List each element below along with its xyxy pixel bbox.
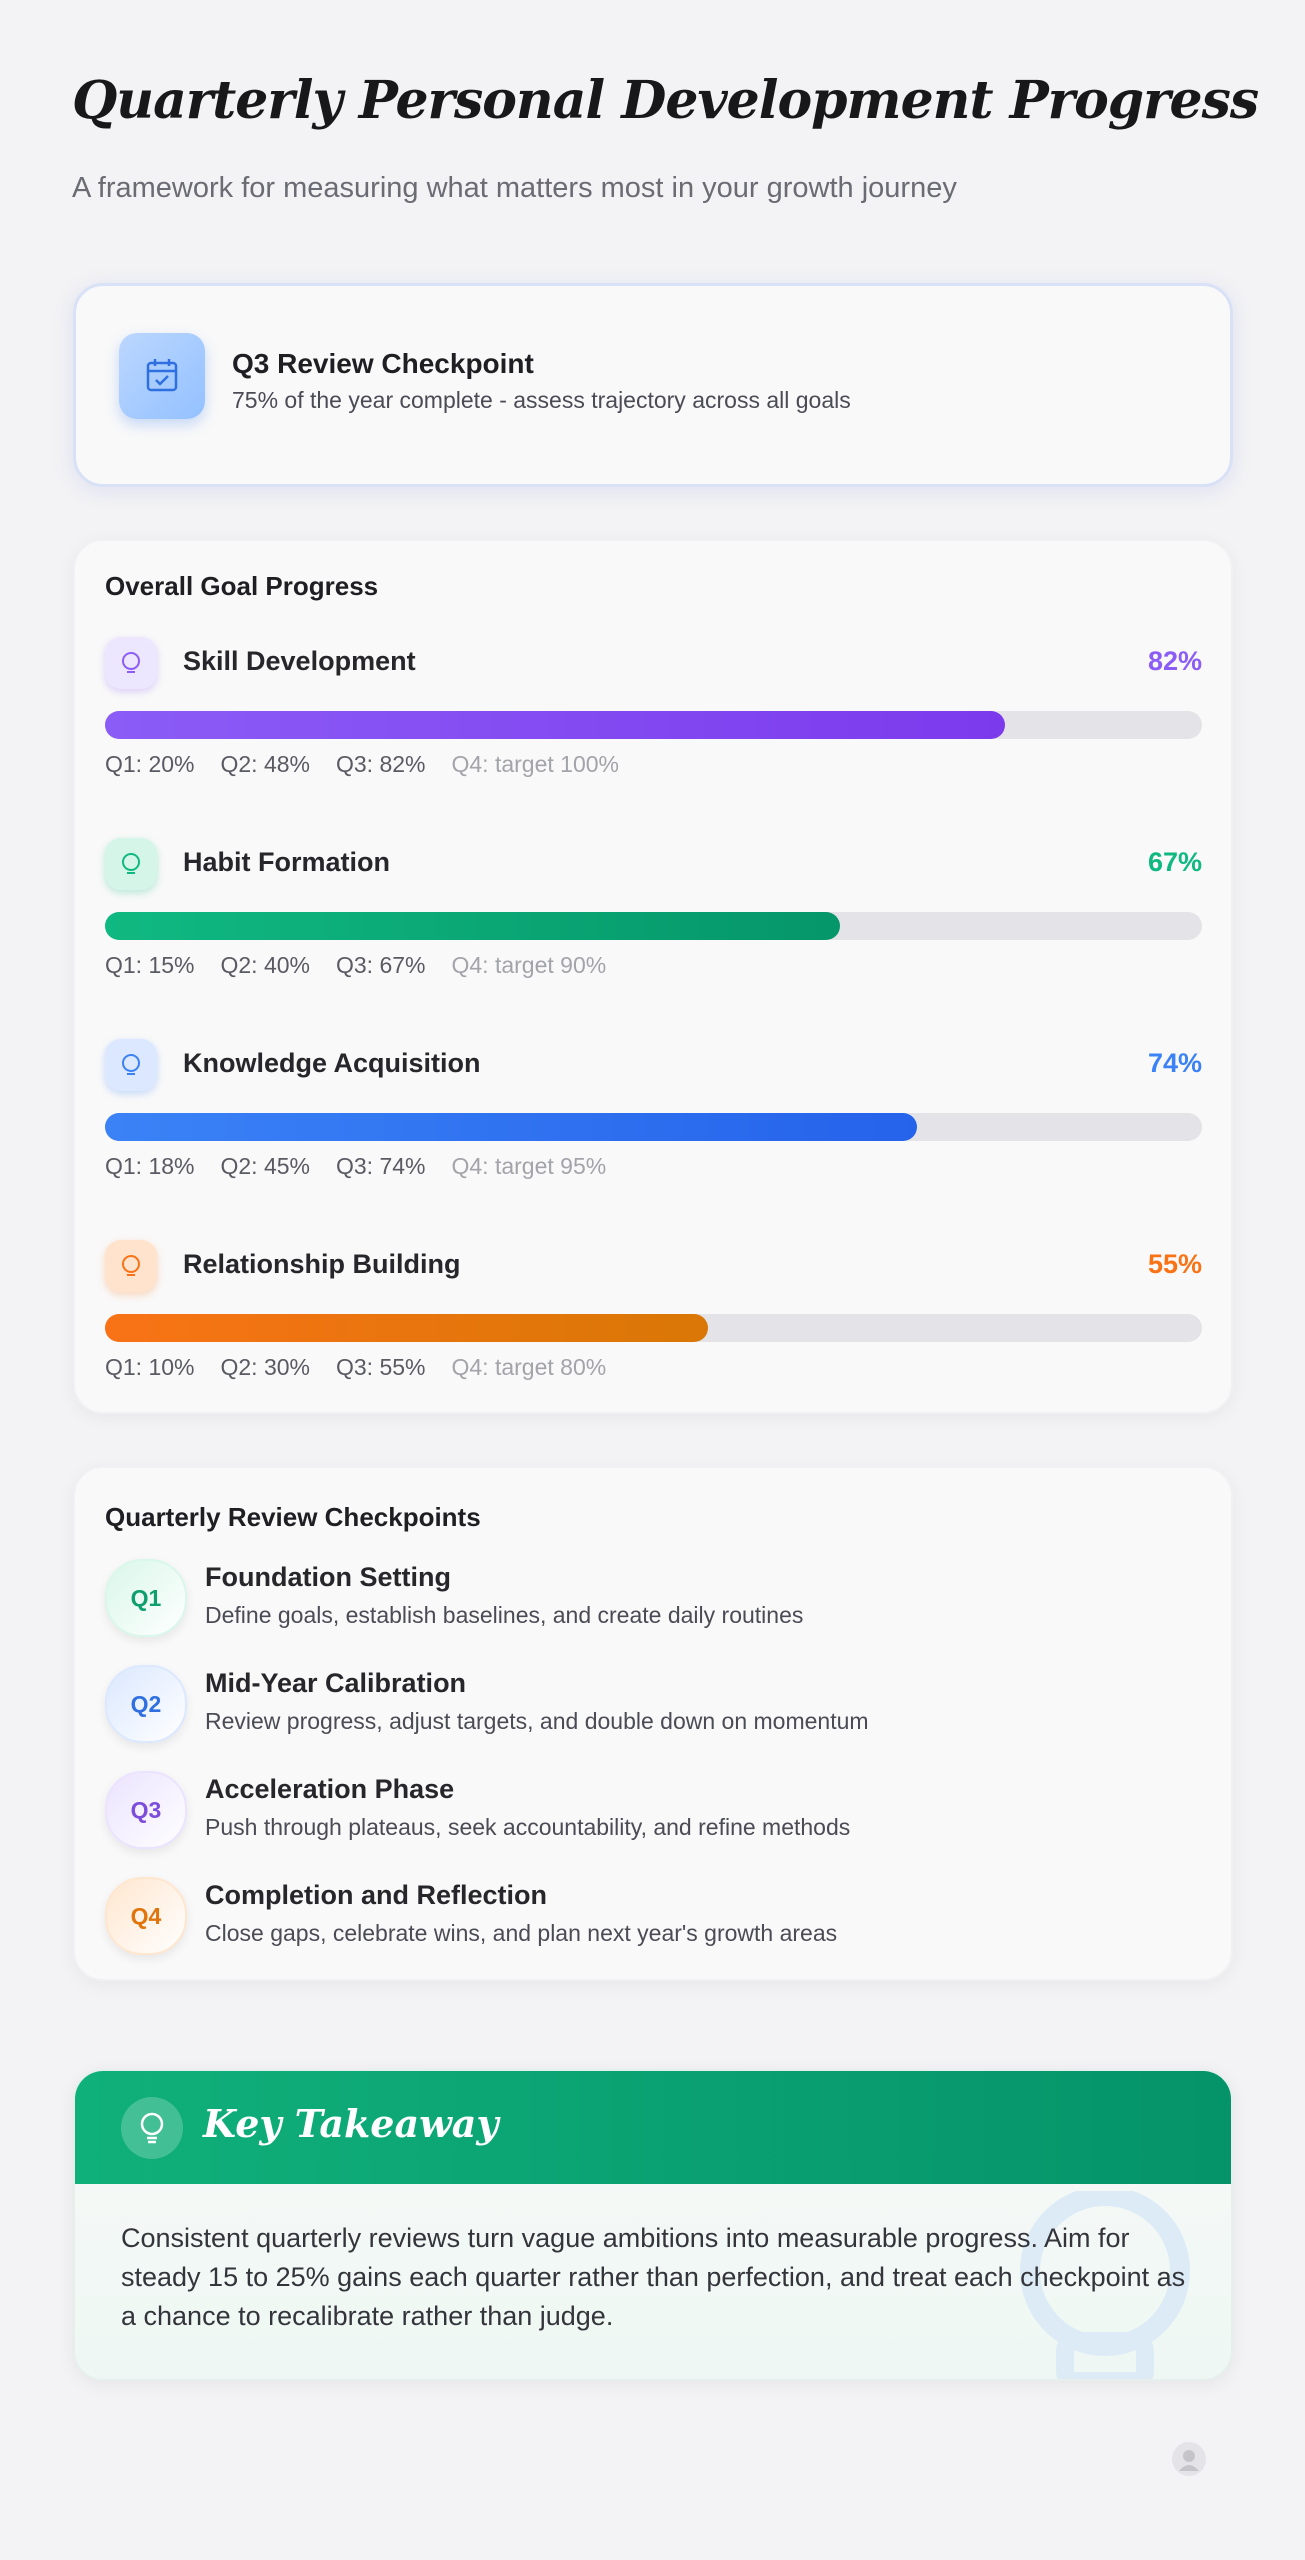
quarter-value: Q3: 74% [336,1153,426,1179]
title: Quarterly Personal Development Progress [72,70,1259,131]
quarter-value: Q1: 18% [105,1153,195,1179]
quarter-badge: Q4 [105,1877,187,1955]
section-title: Quarterly Review Checkpoints [105,1502,481,1532]
takeaway-title: Key Takeaway [203,2101,499,2146]
goal-glyph [122,1054,140,1075]
quarter-value: Q3: 82% [336,751,426,777]
bulb-icon [121,2097,183,2159]
goal-row: Knowledge Acquisition 74% Q1: 18% Q2: 45% Q3… [105,1039,1202,1266]
review-title: Acceleration Phase [205,1774,455,1804]
quarter-list: Q1: 10% Q2: 30% Q3: 55% Q4: target 80% [105,1354,632,1381]
progress-track [105,711,1202,739]
calendar-icon [119,333,205,419]
goal-percent: 55% [1147,1249,1202,1279]
review-item: Q2 Mid-Year Calibration Review progress, a… [105,1665,1195,1808]
review-title: Mid-Year Calibration [205,1668,467,1698]
review-item: Q3 Acceleration Phase Push through plateau… [105,1771,1195,1914]
quarter-badge: Q3 [105,1771,187,1849]
goal-glyph [122,652,140,673]
review-description: Define goals, establish baselines, and c… [205,1602,804,1628]
goal-icon [105,1240,157,1292]
subtitle: A framework for measuring what matters m… [72,172,957,204]
quarter-value: Q3: 55% [336,1354,426,1380]
quarter-value: Q4: target 90% [451,952,607,978]
quarter-value: Q2: 45% [220,1153,311,1179]
section-title: Overall Goal Progress [105,571,379,601]
goal-name: Habit Formation [183,847,390,877]
quarter-value: Q4: target 80% [451,1354,607,1380]
avatar [1172,2442,1206,2476]
goal-icon [105,838,157,890]
quarter-value: Q3: 67% [336,952,426,978]
progress-card: Overall Goal Progress Skill Development 8… [73,539,1233,1414]
progress-track [105,1113,1202,1141]
review-item: Q1 Foundation Setting Define goals, establ… [105,1559,1195,1702]
review-card: Quarterly Review Checkpoints Q1 Foundatio… [73,1466,1233,1981]
quarter-value: Q4: target 95% [451,1153,607,1179]
quarter-list: Q1: 20% Q2: 48% Q3: 82% Q4: target 100% [105,751,645,778]
goal-name: Knowledge Acquisition [183,1048,481,1078]
progress-fill [105,1113,917,1141]
goal-icon [105,637,157,689]
goal-row: Habit Formation 67% Q1: 15% Q2: 40% Q3: 67% Q… [105,838,1202,1065]
goal-row: Skill Development 82% Q1: 20% Q2: 48% Q3: 82… [105,637,1202,864]
quarter-badge: Q2 [105,1665,187,1743]
quarter-value: Q1: 15% [105,952,195,978]
goal-name: Skill Development [183,646,416,676]
goal-percent: 82% [1147,646,1202,676]
progress-track [105,912,1202,940]
checkpoint-card: Q3 Review Checkpoint 75% of the year com… [73,283,1233,487]
goal-row: Relationship Building 55% Q1: 10% Q2: 30% Q3… [105,1240,1202,1467]
quarter-value: Q2: 30% [220,1354,311,1380]
calendar-glyph [146,359,178,392]
quarter-list: Q1: 18% Q2: 45% Q3: 74% Q4: target 95% [105,1153,632,1180]
goal-glyph [122,1255,140,1276]
bulb-glyph [140,2112,164,2144]
checkpoint-title: Q3 Review Checkpoint [232,348,534,379]
goal-glyph [122,853,140,874]
takeaway-header [75,2071,1231,2184]
goal-percent: 67% [1147,847,1202,877]
takeaway-card: Key Takeaway Consistent quarterly review… [73,2069,1233,2381]
goal-name: Relationship Building [183,1249,461,1279]
review-description: Close gaps, celebrate wins, and plan nex… [205,1920,838,1946]
quarter-value: Q1: 10% [105,1354,195,1380]
quarter-badge: Q1 [105,1559,187,1637]
review-description: Push through plateaus, seek accountabili… [205,1814,851,1840]
checkpoint-description: 75% of the year complete - assess trajec… [232,387,851,413]
progress-track [105,1314,1202,1342]
goal-percent: 74% [1147,1048,1202,1078]
goal-icon [105,1039,157,1091]
progress-fill [105,1314,709,1342]
takeaway-text: Consistent quarterly reviews turn vague … [121,2223,1186,2331]
watermark-icon [1020,2191,1190,2379]
quarter-value: Q4: target 100% [451,751,620,777]
review-description: Review progress, adjust targets, and dou… [205,1708,869,1734]
review-title: Completion and Reflection [205,1880,548,1910]
quarter-list: Q1: 15% Q2: 40% Q3: 67% Q4: target 90% [105,952,632,979]
quarter-value: Q2: 48% [220,751,311,777]
quarter-value: Q1: 20% [105,751,195,777]
progress-fill [105,711,1005,739]
quarter-value: Q2: 40% [220,952,311,978]
progress-fill [105,912,840,940]
review-title: Foundation Setting [205,1562,451,1592]
review-item: Q4 Completion and Reflection Close gaps, c… [105,1877,1195,2020]
